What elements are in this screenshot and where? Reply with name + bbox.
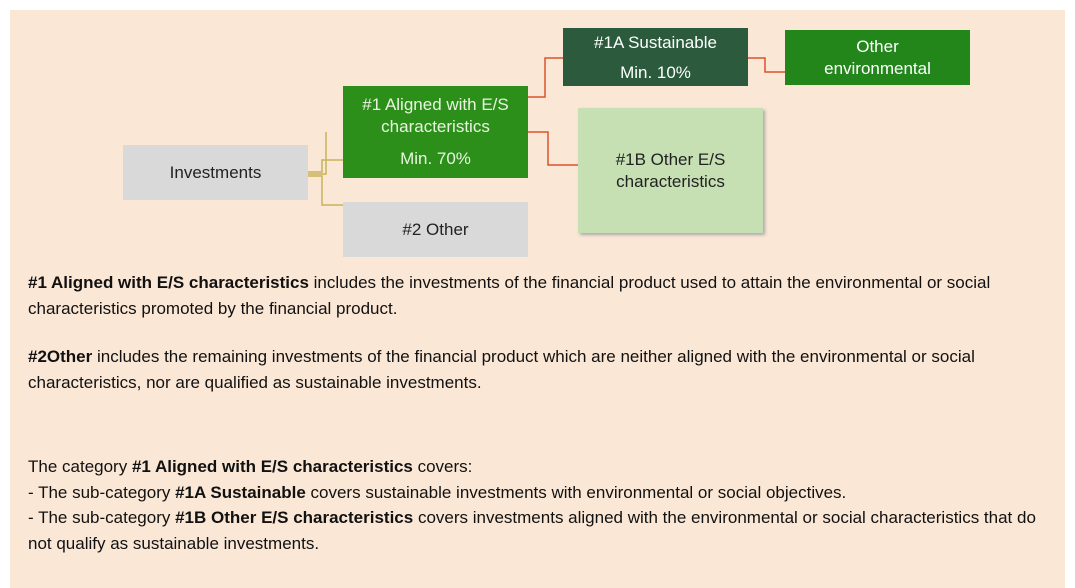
node: #1 Aligned with E/S characteristics Min. … (343, 86, 528, 178)
text: The category (28, 457, 132, 476)
term: #1 Aligned with E/S characteristics (131, 457, 413, 476)
term: #1 Aligned with E/S characteristics (28, 273, 309, 292)
node: #1A Sustainable Min. 10% (563, 28, 748, 86)
connector (308, 175, 343, 206)
definition-text: includes the investments of the financia… (28, 273, 991, 318)
term: #2Other (28, 347, 93, 366)
node: #2 Other (343, 202, 528, 257)
text: - The sub-category (28, 508, 176, 527)
connector (528, 131, 578, 166)
text: covers investments aligned with the envi… (28, 508, 1036, 553)
node-label: #2 Other (402, 219, 469, 239)
category-block: The category #1 Aligned with E/S charact… (28, 454, 1058, 556)
text: covers: (412, 457, 473, 476)
node-label: #1B Other E/S characteristics (615, 149, 726, 191)
node: #1B Other E/S characteristics (578, 108, 763, 233)
definition-text: includes the remaining investments of th… (28, 347, 975, 392)
node: Investments (123, 145, 308, 200)
definition: #1 Aligned with E/S characteristics incl… (28, 270, 1058, 322)
node: Other environmental (785, 30, 970, 85)
node-share: Min. 70% (400, 149, 471, 168)
panel (10, 10, 1065, 588)
category-intro: The category #1 Aligned with E/S charact… (28, 454, 1058, 480)
connector (528, 57, 563, 98)
text: covers sustainable investments with envi… (305, 482, 847, 502)
term: #1A Sustainable (175, 482, 306, 502)
term: #1B Other E/S characteristics (175, 508, 414, 527)
category-item: - The sub-category #1B Other E/S charact… (28, 505, 1058, 556)
node-label: Other environmental (824, 36, 931, 78)
node-label: #1A Sustainable (594, 33, 717, 52)
definition: #2Other includes the remaining investmen… (28, 344, 1058, 396)
text: - The sub-category (28, 482, 176, 502)
node-label: Investments (169, 162, 262, 182)
category-item: - The sub-category #1A Sustainable cover… (28, 480, 1058, 506)
connector (308, 132, 327, 175)
node-label: #1 Aligned with E/S characteristics (362, 95, 509, 136)
node-share: Min. 10% (620, 63, 691, 82)
connector (308, 159, 343, 173)
connector (748, 57, 785, 73)
